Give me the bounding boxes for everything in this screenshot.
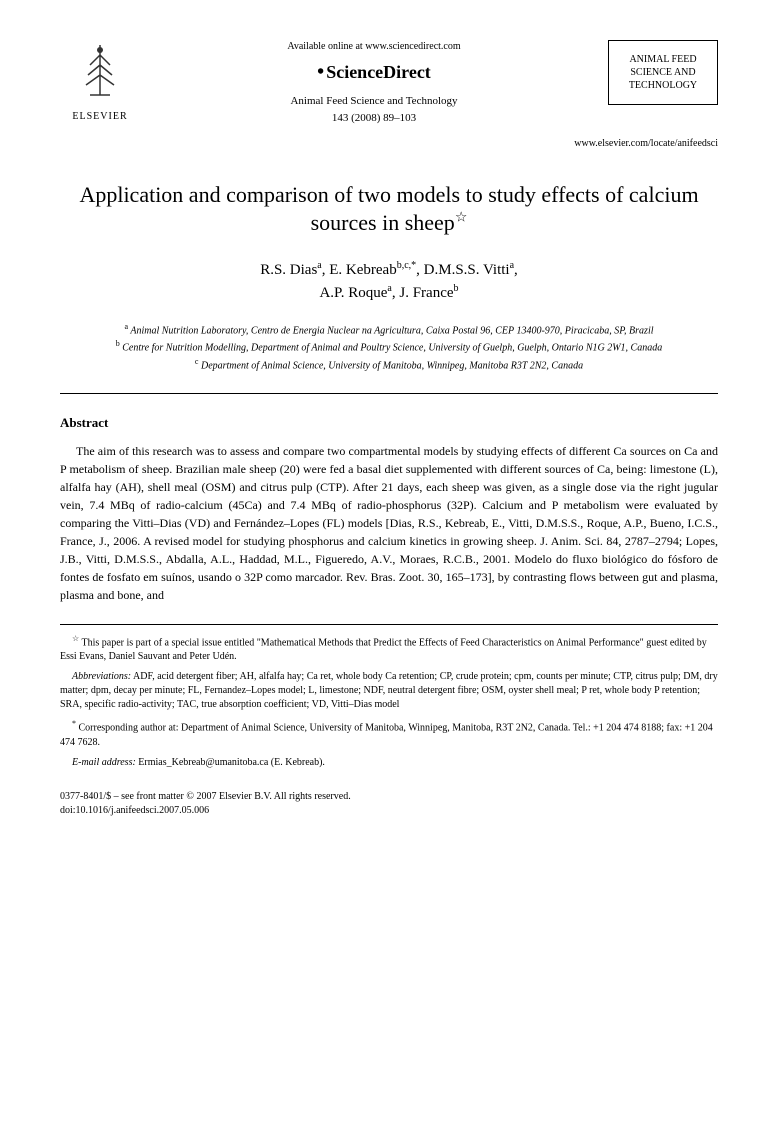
abstract-text: The aim of this research was to assess a… — [60, 442, 718, 604]
affiliation-text: Animal Nutrition Laboratory, Centro de E… — [130, 325, 653, 336]
affil-sup: a — [124, 322, 128, 331]
footnote-special-issue: ☆ This paper is part of a special issue … — [60, 633, 718, 664]
divider-line — [60, 393, 718, 394]
affil-sup: b — [116, 339, 120, 348]
abstract-heading: Abstract — [60, 414, 718, 432]
doi: doi:10.1016/j.anifeedsci.2007.05.006 — [60, 804, 718, 818]
author-sep: , E. Kebreab — [322, 262, 397, 278]
journal-reference: 143 (2008) 89–103 — [160, 111, 588, 126]
author-affil-sup: b — [454, 283, 459, 294]
author-name: , D.M.S.S. Vitti — [416, 262, 509, 278]
footnote-corresponding: * Corresponding author at: Department of… — [60, 718, 718, 749]
elsevier-logo: ELSEVIER — [60, 40, 140, 124]
footnote-email: E-mail address: Ermias_Kebreab@umanitoba… — [60, 756, 718, 770]
sciencedirect-icon: • — [317, 61, 324, 83]
available-online-text: Available online at www.sciencedirect.co… — [160, 40, 588, 54]
footnote-star-sup: ☆ — [72, 634, 79, 643]
corresp-text: Corresponding author at: Department of A… — [60, 723, 713, 748]
abbrev-text: ADF, acid detergent fiber; AH, alfalfa h… — [60, 671, 718, 710]
center-header: Available online at www.sciencedirect.co… — [140, 40, 608, 127]
article-title: Application and comparison of two models… — [60, 181, 718, 238]
abbrev-label: Abbreviations: — [72, 671, 131, 682]
author-affil-sup: b,c, — [397, 260, 411, 271]
sciencedirect-logo: •ScienceDirect — [160, 58, 588, 86]
journal-box-line: TECHNOLOGY — [617, 79, 709, 92]
email-label: E-mail address: — [72, 757, 136, 768]
elsevier-tree-icon — [60, 40, 140, 108]
affiliation-text: Department of Animal Science, University… — [201, 360, 583, 371]
issn-copyright: 0377-8401/$ – see front matter © 2007 El… — [60, 790, 718, 804]
elsevier-label: ELSEVIER — [60, 110, 140, 124]
sciencedirect-label: ScienceDirect — [326, 62, 431, 82]
author-name: R.S. Dias — [260, 262, 317, 278]
header-row: ELSEVIER Available online at www.science… — [60, 40, 718, 127]
title-footnote-star: ☆ — [455, 211, 468, 226]
affiliations-block: a Animal Nutrition Laboratory, Centro de… — [60, 321, 718, 373]
title-text: Application and comparison of two models… — [79, 182, 698, 236]
footnote-abbreviations: Abbreviations: ADF, acid detergent fiber… — [60, 670, 718, 712]
journal-box-line: ANIMAL FEED — [617, 53, 709, 66]
author-sep: , — [514, 262, 518, 278]
email-suffix: (E. Kebreab). — [271, 757, 325, 768]
author-name: A.P. Roque — [319, 285, 387, 301]
bottom-metadata: 0377-8401/$ – see front matter © 2007 El… — [60, 790, 718, 818]
corresp-star-sup: * — [72, 719, 76, 728]
footnote-text: This paper is part of a special issue en… — [60, 637, 707, 662]
authors-list: R.S. Diasa, E. Kebreabb,c,*, D.M.S.S. Vi… — [60, 258, 718, 305]
journal-box-line: SCIENCE AND — [617, 66, 709, 79]
locate-url: www.elsevier.com/locate/anifeedsci — [60, 137, 718, 151]
email-address[interactable]: Ermias_Kebreab@umanitoba.ca — [138, 757, 268, 768]
journal-name: Animal Feed Science and Technology — [160, 94, 588, 109]
affil-sup: c — [195, 357, 199, 366]
journal-box: ANIMAL FEED SCIENCE AND TECHNOLOGY — [608, 40, 718, 105]
footnotes-block: ☆ This paper is part of a special issue … — [60, 624, 718, 770]
author-name: , J. France — [392, 285, 454, 301]
affiliation-text: Centre for Nutrition Modelling, Departme… — [122, 343, 662, 354]
